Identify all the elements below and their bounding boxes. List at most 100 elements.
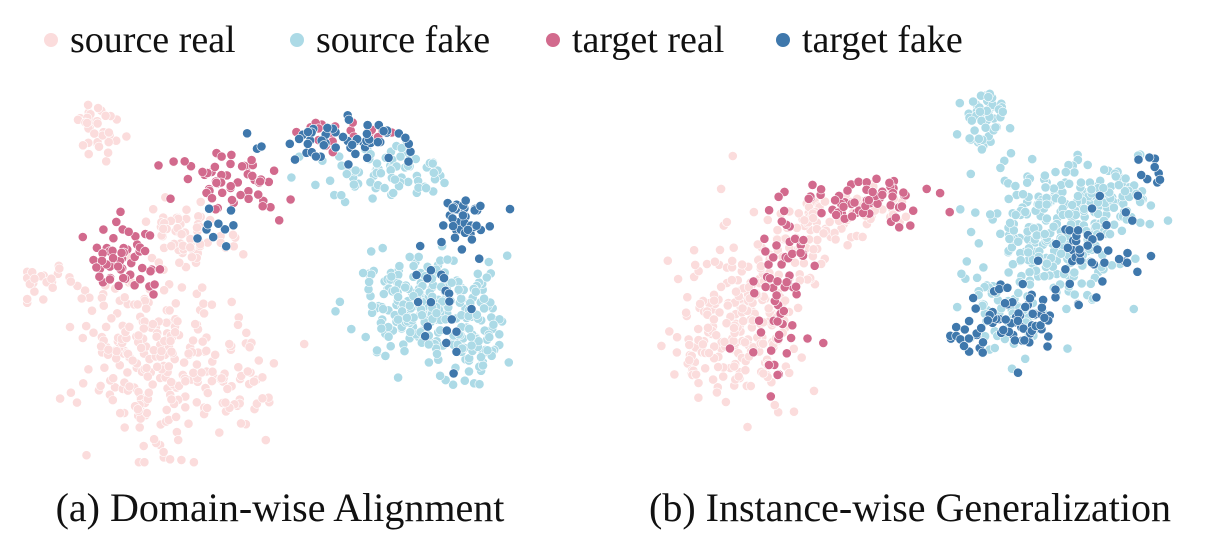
scatter-point-source-fake bbox=[1069, 289, 1080, 300]
scatter-point-source-real bbox=[691, 369, 701, 380]
scatter-point-source-real bbox=[206, 299, 217, 310]
scatter-point-source-fake bbox=[472, 268, 483, 279]
scatter-point-source-real bbox=[197, 336, 208, 347]
scatter-point-source-real bbox=[809, 385, 819, 396]
scatter-point-target-real bbox=[725, 343, 735, 354]
legend-label-target-real: target real bbox=[572, 19, 725, 61]
scatter-point-source-fake bbox=[393, 372, 403, 383]
scatter-point-source-real bbox=[185, 242, 196, 253]
scatter-point-target-real bbox=[830, 195, 840, 206]
scatter-point-source-real bbox=[83, 99, 93, 110]
scatter-point-source-real bbox=[749, 207, 759, 217]
scatter-point-source-fake bbox=[483, 257, 494, 267]
scatter-point-source-fake bbox=[1086, 184, 1097, 195]
scatter-point-source-fake bbox=[432, 348, 442, 359]
scatter-point-target-real bbox=[748, 347, 759, 358]
scatter-point-source-fake bbox=[1027, 154, 1038, 164]
legend-marker-source-fake bbox=[290, 33, 304, 47]
scatter-point-source-fake bbox=[995, 163, 1006, 173]
scatter-point-source-real bbox=[257, 372, 268, 383]
scatter-point-source-fake bbox=[975, 106, 985, 117]
scatter-point-source-real bbox=[176, 282, 187, 293]
scatter-point-source-fake bbox=[1015, 255, 1026, 266]
scatter-point-source-fake bbox=[956, 268, 967, 279]
scatter-point-target-fake bbox=[448, 368, 459, 379]
scatter-point-source-real bbox=[758, 338, 768, 349]
scatter-point-target-fake bbox=[330, 142, 341, 153]
scatter-point-target-fake bbox=[959, 341, 969, 351]
scatter-point-source-real bbox=[141, 363, 152, 373]
scatter-point-source-fake bbox=[364, 276, 374, 287]
scatter-point-source-real bbox=[248, 376, 259, 387]
scatter-point-target-fake bbox=[362, 152, 373, 163]
scatter-point-source-real bbox=[664, 326, 675, 337]
scatter-point-source-fake bbox=[1039, 271, 1050, 282]
scatter-point-source-real bbox=[22, 294, 33, 304]
scatter-point-source-real bbox=[170, 327, 180, 338]
scatter-point-target-fake bbox=[1132, 266, 1143, 277]
scatter-point-source-fake bbox=[1041, 213, 1052, 224]
scatter-point-target-real bbox=[113, 261, 123, 272]
scatter-point-source-fake bbox=[1057, 195, 1067, 206]
scatter-point-source-real bbox=[122, 367, 133, 378]
scatter-point-source-fake bbox=[1073, 191, 1083, 201]
scatter-point-target-fake bbox=[220, 224, 230, 235]
scatter-point-source-fake bbox=[358, 268, 368, 278]
scatter-point-source-fake bbox=[1022, 177, 1033, 188]
scatter-point-source-fake bbox=[1013, 288, 1024, 298]
scatter-point-source-fake bbox=[969, 125, 980, 136]
scatter-point-target-fake bbox=[1060, 264, 1071, 275]
scatter-point-source-fake bbox=[1120, 186, 1130, 197]
scatter-point-source-fake bbox=[401, 312, 412, 323]
scatter-point-source-real bbox=[161, 404, 172, 415]
scatter-point-target-real bbox=[764, 205, 775, 216]
scatter-point-target-fake bbox=[475, 201, 486, 211]
scatter-point-target-fake bbox=[372, 137, 383, 147]
scatter-point-source-fake bbox=[348, 179, 359, 190]
scatter-point-target-real bbox=[778, 306, 789, 316]
scatter-point-target-real bbox=[285, 194, 296, 205]
scatter-point-source-fake bbox=[416, 310, 427, 321]
legend: source real source fake target real targ… bbox=[0, 10, 1224, 70]
scatter-point-source-real bbox=[673, 274, 683, 284]
scatter-point-source-fake bbox=[1144, 219, 1155, 229]
scatter-point-source-fake bbox=[961, 256, 972, 267]
scatter-point-source-real bbox=[92, 118, 103, 129]
scatter-point-source-real bbox=[793, 302, 803, 313]
scatter-point-source-real bbox=[188, 367, 199, 378]
scatter-point-source-fake bbox=[1069, 267, 1080, 278]
scatter-point-source-real bbox=[119, 292, 130, 303]
scatter-point-source-fake bbox=[360, 332, 371, 342]
scatter-point-target-fake bbox=[1073, 300, 1084, 310]
caption-domain-wise: (a) Domain-wise Alignment bbox=[55, 485, 505, 530]
scatter-point-source-real bbox=[731, 286, 741, 297]
scatter-point-target-fake bbox=[474, 253, 485, 264]
scatter-point-source-real bbox=[718, 371, 729, 382]
scatter-point-source-fake bbox=[985, 209, 996, 220]
scatter-point-source-real bbox=[172, 316, 183, 327]
scatter-point-source-fake bbox=[386, 271, 397, 282]
scatter-point-source-fake bbox=[376, 323, 387, 334]
scatter-point-source-real bbox=[98, 300, 109, 311]
scatter-point-source-real bbox=[772, 225, 783, 235]
scatter-point-source-fake bbox=[389, 174, 400, 185]
scatter-point-target-fake bbox=[444, 296, 455, 307]
scatter-point-source-real bbox=[709, 295, 719, 306]
scatter-point-target-real bbox=[148, 289, 159, 300]
scatter-point-source-real bbox=[121, 131, 132, 142]
scatter-point-source-real bbox=[713, 362, 723, 372]
caption-instance-wise: (b) Instance-wise Generalization bbox=[649, 485, 1171, 530]
scatter-point-target-fake bbox=[447, 203, 458, 214]
scatter-point-source-real bbox=[65, 322, 75, 332]
scatter-point-target-fake bbox=[204, 203, 214, 214]
scatter-point-target-fake bbox=[1036, 302, 1047, 313]
scatter-point-target-fake bbox=[1144, 152, 1155, 163]
scatter-point-source-fake bbox=[346, 324, 357, 334]
scatter-point-source-real bbox=[152, 361, 163, 372]
scatter-point-source-real bbox=[54, 263, 65, 274]
scatter-point-source-real bbox=[143, 387, 154, 398]
scatter-point-source-real bbox=[166, 377, 177, 387]
scatter-point-source-real bbox=[716, 184, 726, 194]
scatter-point-source-real bbox=[689, 245, 699, 256]
scatter-point-source-real bbox=[808, 244, 819, 255]
